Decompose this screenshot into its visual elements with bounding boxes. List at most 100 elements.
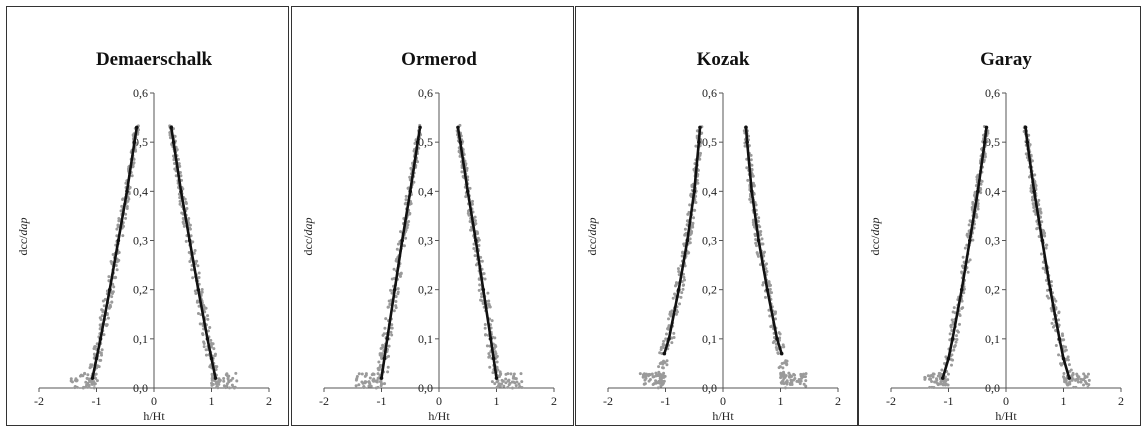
y-tick-label: 0,3 bbox=[985, 234, 1000, 248]
observed-point bbox=[482, 272, 486, 276]
observed-point bbox=[82, 385, 86, 389]
observed-point bbox=[658, 377, 662, 381]
observed-point bbox=[117, 250, 121, 254]
observed-point bbox=[472, 242, 476, 246]
observed-point bbox=[480, 259, 484, 263]
observed-point bbox=[124, 181, 128, 185]
observed-point bbox=[383, 326, 387, 330]
observed-point bbox=[404, 198, 408, 202]
x-tick-label: 0 bbox=[151, 394, 157, 408]
observed-point bbox=[782, 382, 786, 386]
observed-point bbox=[685, 223, 689, 227]
observed-point bbox=[405, 226, 409, 230]
observed-point bbox=[692, 167, 696, 171]
observed-point bbox=[468, 186, 472, 190]
fitted-line-left bbox=[941, 127, 988, 379]
observed-point bbox=[782, 361, 786, 365]
observed-point bbox=[477, 277, 481, 281]
observed-point bbox=[966, 235, 970, 239]
observed-point bbox=[228, 386, 232, 390]
fitted-point bbox=[408, 189, 413, 194]
observed-point bbox=[774, 317, 778, 321]
observed-point bbox=[217, 379, 221, 383]
observed-point bbox=[383, 382, 387, 386]
observed-point bbox=[952, 345, 956, 349]
observed-point bbox=[1054, 299, 1058, 303]
observed-point bbox=[187, 250, 191, 254]
observed-point bbox=[800, 373, 804, 377]
observed-point bbox=[683, 278, 687, 282]
fitted-point bbox=[662, 351, 667, 356]
observed-point bbox=[203, 310, 207, 314]
observed-point bbox=[642, 382, 646, 386]
observed-point bbox=[802, 382, 806, 386]
observed-point bbox=[124, 216, 128, 220]
observed-point bbox=[504, 381, 508, 385]
observed-point bbox=[520, 385, 524, 389]
fitted-point bbox=[382, 356, 387, 361]
observed-point bbox=[800, 376, 804, 380]
y-tick-label: 0,0 bbox=[418, 381, 433, 395]
fitted-line-right bbox=[1024, 127, 1071, 379]
observed-point bbox=[168, 136, 172, 140]
observed-point bbox=[790, 383, 794, 387]
observed-point bbox=[209, 345, 213, 349]
observed-point bbox=[519, 372, 523, 376]
y-axis-label-italic: dap bbox=[868, 218, 882, 236]
observed-points bbox=[923, 125, 1091, 390]
fitted-point bbox=[676, 287, 681, 292]
observed-point bbox=[960, 299, 964, 303]
observed-point bbox=[172, 158, 176, 162]
fitted-point bbox=[90, 376, 95, 380]
observed-point bbox=[355, 375, 359, 379]
observed-point bbox=[761, 281, 765, 285]
x-tick-label: -1 bbox=[377, 394, 387, 408]
observed-point bbox=[760, 237, 764, 241]
observed-point bbox=[488, 305, 492, 309]
observed-point bbox=[690, 225, 694, 229]
observed-point bbox=[946, 372, 950, 376]
y-tick-label: 0,2 bbox=[418, 283, 433, 297]
observed-point bbox=[773, 339, 777, 343]
observed-point bbox=[1064, 379, 1068, 383]
observed-point bbox=[404, 194, 408, 198]
observed-point bbox=[787, 375, 791, 379]
observed-point bbox=[202, 340, 206, 344]
observed-point bbox=[473, 254, 477, 258]
x-tick-label: -1 bbox=[661, 394, 671, 408]
observed-point bbox=[784, 374, 788, 378]
observed-point bbox=[793, 377, 797, 381]
y-tick-label: 0,4 bbox=[985, 184, 1000, 198]
observed-point bbox=[1076, 380, 1080, 384]
observed-point bbox=[975, 178, 979, 182]
observed-point bbox=[121, 197, 125, 201]
chart-panel-4: Garay 0,0 0,1 0,2 0,3 0,4 0,5 0,6 -2 -1 0 1 2 h/Ht dcc… bbox=[858, 6, 1141, 426]
observed-point bbox=[1064, 345, 1068, 349]
observed-point bbox=[215, 385, 219, 389]
observed-point bbox=[680, 291, 684, 295]
observed-point bbox=[932, 386, 936, 390]
observed-point bbox=[508, 381, 512, 385]
y-tick-label: 0,1 bbox=[418, 332, 433, 346]
fitted-point bbox=[779, 351, 784, 356]
observed-point bbox=[224, 386, 228, 390]
observed-point bbox=[406, 186, 410, 190]
observed-point bbox=[480, 292, 484, 296]
observed-point bbox=[209, 338, 213, 342]
observed-point bbox=[1062, 371, 1066, 375]
observed-point bbox=[194, 291, 198, 295]
observed-point bbox=[409, 166, 413, 170]
observed-point bbox=[960, 307, 964, 311]
fitted-point bbox=[697, 140, 701, 144]
observed-point bbox=[745, 166, 749, 170]
observed-point bbox=[112, 285, 116, 289]
y-tick-label: 0,4 bbox=[418, 184, 433, 198]
fitted-point bbox=[1032, 189, 1036, 194]
observed-point bbox=[460, 170, 464, 174]
observed-point bbox=[468, 219, 472, 223]
observed-point bbox=[935, 378, 939, 382]
observed-point bbox=[689, 230, 693, 234]
observed-point bbox=[647, 372, 651, 376]
observed-point bbox=[73, 386, 77, 390]
